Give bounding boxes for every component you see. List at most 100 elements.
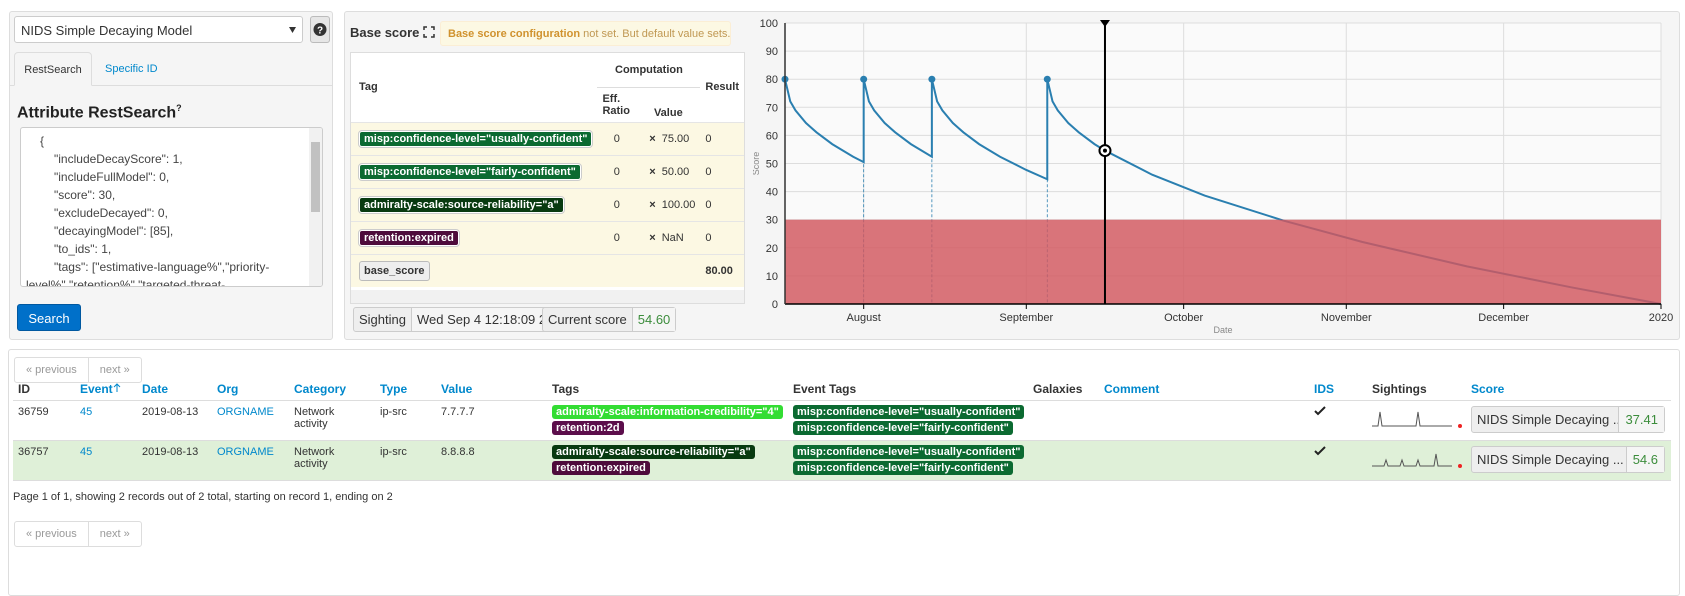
cell [1028,401,1099,441]
event-link[interactable]: 45 [80,406,92,418]
base-score-label: base_score [359,261,430,281]
cell [1309,401,1367,441]
query-line: "to_ids": 1, [26,240,322,258]
summary: Page 1 of 1, showing 2 records out of 2 … [13,491,393,503]
value: 75.00 [662,133,690,145]
decay-chart: 0102030405060708090100AugustSeptemberOct… [753,14,1677,336]
column-header: Event Tags [788,378,1028,401]
left-panel: NIDS Simple Decaying Model ? RestSearch … [9,11,333,340]
prev[interactable]: « previous [15,522,88,546]
column-header: Comment [1099,378,1309,401]
caret [289,27,296,33]
tab[interactable]: Specific ID [105,63,158,75]
tag[interactable]: misp:confidence-level="usually-confident… [793,405,1024,419]
y-axis-label: Score [753,152,761,176]
fullscreen-icon[interactable] [423,26,435,38]
ids-check [1314,406,1326,416]
cell [636,254,700,287]
score-model[interactable]: NIDS Simple Decaying ... [1472,407,1618,432]
cell: 36759 [13,401,75,441]
org-link[interactable]: ORGNAME [217,406,274,418]
event-link[interactable]: 45 [80,446,92,458]
score-box: NIDS Simple Decaying ...54.6 [1471,446,1665,473]
score-model[interactable]: NIDS Simple Decaying ... [1472,447,1626,472]
sighting-point [928,76,935,83]
tag[interactable]: misp:confidence-level="fairly-confident" [793,421,1013,435]
cell: 0 [700,188,744,221]
cell [597,254,636,287]
cell: admiralty-scale:source-reliability="a" re… [547,441,788,481]
tag[interactable]: retention:expired [552,461,650,475]
header-text: ID [18,382,30,396]
header-text[interactable]: IDS [1314,382,1334,396]
tab-active[interactable]: RestSearch [14,52,92,86]
row: misp:confidence-level="usually-confident… [351,122,744,155]
header-text: Tags [552,382,579,396]
cell: misp:confidence-level="usually-confident… [788,401,1028,441]
org-link[interactable]: ORGNAME [217,446,274,458]
cell: 7.7.7.7 [436,401,547,441]
cell: 0 [700,221,744,254]
cell: ×NaN [636,221,700,254]
cell [1309,441,1367,481]
tag[interactable]: admiralty-scale:source-reliability="a" [552,445,755,459]
header-text[interactable]: Org [217,382,238,396]
model-select[interactable]: NIDS Simple Decaying Model [14,16,303,43]
cell: Network activity [289,441,375,481]
query-line: "decayingModel": [85], [26,222,322,240]
sort-arrow [113,383,121,393]
column-header: Score [1466,378,1671,401]
tag: retention:expired [359,230,459,246]
tag[interactable]: misp:confidence-level="fairly-confident" [793,461,1013,475]
column-header: ID [13,378,75,401]
cell: 0 [597,188,636,221]
header-text[interactable]: Comment [1104,382,1159,396]
header-text[interactable]: Date [142,382,168,396]
scroll-thumb[interactable] [311,142,320,212]
cursor-dot [1103,149,1107,153]
column-header: Date [137,378,212,401]
th: Computation [597,53,700,87]
tag[interactable]: misp:confidence-level="usually-confident… [793,445,1024,459]
th: Result [700,53,744,122]
h-scrollbar[interactable] [351,290,744,303]
cell: 2019-08-13 [137,441,212,481]
header-text[interactable]: Category [294,382,346,396]
event-row: 36759452019-08-13ORGNAMENetwork activity… [13,401,1671,441]
threshold-band [785,220,1661,304]
help-button[interactable]: ? [310,16,330,43]
cell: 36757 [13,441,75,481]
events-panel: « previousnext » ID Event Date Org Category T… [8,349,1680,596]
query-line: "score": 30, [26,186,322,204]
cell: 0 [597,155,636,188]
y-tick-label: 50 [766,159,778,171]
query-line: "tags": ["estimative-language%","priorit… [26,258,322,276]
x-tick-label: December [1478,312,1529,324]
th: Eff. Ratio [597,87,636,122]
column-header: Value [436,378,547,401]
y-tick-label: 80 [766,74,778,86]
column-header: Tags [547,378,788,401]
heading-help[interactable]: ? [176,103,182,113]
sightings-sparkline [1372,406,1462,430]
model-select-text: NIDS Simple Decaying Model [21,23,192,38]
value: NaN [662,232,684,244]
column-header: Galaxies [1028,378,1099,401]
x-tick-label: September [999,312,1053,324]
sighting-label: Sighting [354,308,411,331]
header-text[interactable]: Type [380,382,407,396]
search-button[interactable]: Search [17,304,81,331]
query-textarea[interactable]: {"includeDecayScore": 1,"includeFullMode… [20,127,323,287]
cell: 45 [75,441,137,481]
help-glyph: ? [317,26,323,37]
query-line: { [26,132,322,150]
cell: misp:confidence-level="usually-confident… [351,122,597,155]
cell: admiralty-scale:information-credibility=… [547,401,788,441]
header-text[interactable]: Event [80,382,113,396]
header-text[interactable]: Score [1471,382,1504,396]
next[interactable]: next » [88,522,141,546]
header-text[interactable]: Value [441,382,472,396]
y-tick-label: 100 [760,18,778,30]
tag[interactable]: retention:2d [552,421,624,435]
tag[interactable]: admiralty-scale:information-credibility=… [552,405,783,419]
